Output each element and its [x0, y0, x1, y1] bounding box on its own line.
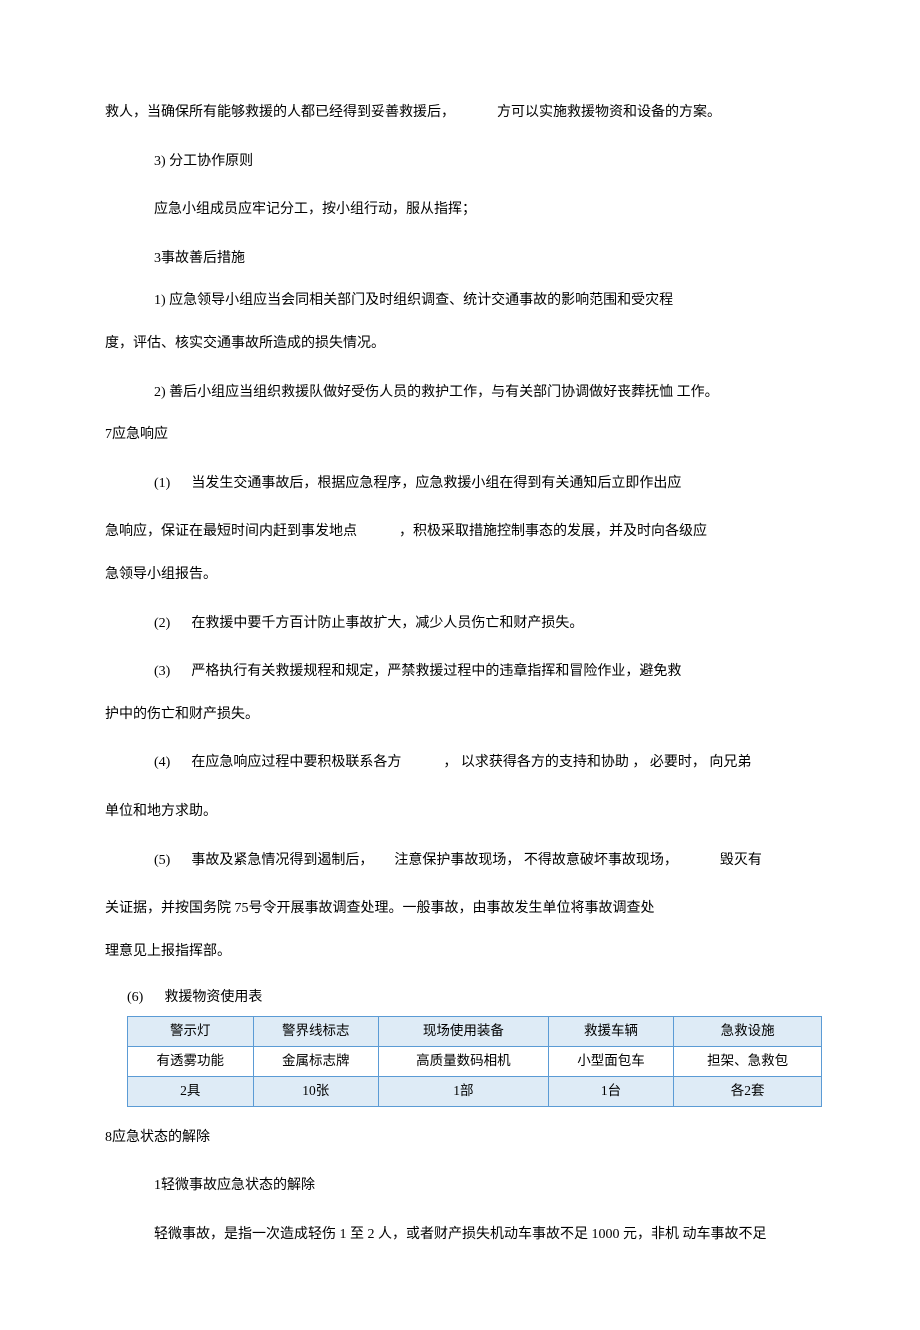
table-cell: 小型面包车 [548, 1046, 674, 1076]
paragraph: 度，评估、核实交通事故所造成的损失情况。 [105, 331, 815, 358]
text: (1) [154, 476, 170, 491]
list-item: (2) 在救援中要千方百计防止事故扩大，减少人员伤亡和财产损失。 [105, 611, 815, 638]
text: ， 以求获得各方的支持和协助 ， 必要时， 向兄弟 [443, 755, 751, 770]
list-item: 1) 应急领导小组应当会同相关部门及时组织调查、统计交通事故的影响范围和受灾程 [105, 288, 815, 315]
list-item: (1) 当发生交通事故后，根据应急程序，应急救援小组在得到有关通知后立即作出应 [105, 471, 815, 498]
list-item: (4) 在应急响应过程中要积极联系各方 ， 以求获得各方的支持和协助 ， 必要时， … [105, 750, 815, 777]
text: (5) [154, 853, 170, 868]
list-item: 2) 善后小组应当组织救援队做好受伤人员的救护工作，与有关部门协调做好丧葬抚恤 … [105, 380, 815, 407]
paragraph: 护中的伤亡和财产损失。 [105, 702, 815, 729]
heading: 8应急状态的解除 [105, 1125, 815, 1152]
text: (2) [154, 616, 170, 631]
paragraph: 救人，当确保所有能够救援的人都已经得到妥善救援后， 方可以实施救援物资和设备的方案… [105, 100, 815, 127]
text: 注意保护事故现场， 不得故意破坏事故现场， [394, 853, 678, 868]
paragraph: 急响应，保证在最短时间内赶到事发地点 ，积极采取措施控制事态的发展，并及时向各级应 [105, 519, 815, 546]
paragraph: 轻微事故，是指一次造成轻伤 1 至 2 人，或者财产损失机动车事故不足 1000… [105, 1222, 815, 1249]
text: 急响应，保证在最短时间内赶到事发地点 [105, 524, 357, 539]
list-item: (5) 事故及紧急情况得到遏制后， 注意保护事故现场， 不得故意破坏事故现场， 毁灭有 [105, 848, 815, 875]
table-cell: 救援车辆 [548, 1016, 674, 1046]
paragraph: 单位和地方求助。 [105, 799, 815, 826]
table-cell: 10张 [253, 1076, 379, 1106]
table-cell: 1部 [379, 1076, 549, 1106]
table-cell: 1台 [548, 1076, 674, 1106]
table-cell: 各2套 [674, 1076, 822, 1106]
paragraph: 关证据，并按国务院 75号令开展事故调查处理。一般事故，由事故发生单位将事故调查… [105, 896, 815, 923]
text: 事故及紧急情况得到遏制后， [191, 853, 373, 868]
table-cell: 金属标志牌 [253, 1046, 379, 1076]
paragraph: 理意见上报指挥部。 [105, 939, 815, 966]
text: 方可以实施救援物资和设备的方案。 [497, 105, 721, 120]
heading: 1轻微事故应急状态的解除 [105, 1173, 815, 1200]
table-cell: 警界线标志 [253, 1016, 379, 1046]
table-cell: 高质量数码相机 [379, 1046, 549, 1076]
text: ，积极采取措施控制事态的发展，并及时向各级应 [399, 524, 707, 539]
list-item: 3) 分工协作原则 [105, 149, 815, 176]
rescue-supplies-table: 警示灯 警界线标志 现场使用装备 救援车辆 急救设施 有透雾功能 金属标志牌 高… [127, 1016, 822, 1107]
table-row: 2具 10张 1部 1台 各2套 [128, 1076, 822, 1106]
text: 在应急响应过程中要积极联系各方 [191, 755, 401, 770]
table-cell: 警示灯 [128, 1016, 254, 1046]
text: 救援物资使用表 [164, 990, 262, 1005]
text: 救人，当确保所有能够救援的人都已经得到妥善救援后， [105, 105, 455, 120]
table-cell: 2具 [128, 1076, 254, 1106]
table-row: 有透雾功能 金属标志牌 高质量数码相机 小型面包车 担架、急救包 [128, 1046, 822, 1076]
paragraph: 应急小组成员应牢记分工，按小组行动，服从指挥； [105, 197, 815, 224]
text: 严格执行有关救援规程和规定，严禁救援过程中的违章指挥和冒险作业，避免救 [191, 664, 681, 679]
text: 在救援中要千方百计防止事故扩大，减少人员伤亡和财产损失。 [191, 616, 583, 631]
text: (4) [154, 755, 170, 770]
text: 毁灭有 [720, 853, 762, 868]
table-cell: 有透雾功能 [128, 1046, 254, 1076]
table-caption: (6) 救援物资使用表 [127, 985, 815, 1012]
heading: 3事故善后措施 [105, 246, 815, 273]
table-cell: 担架、急救包 [674, 1046, 822, 1076]
text: 当发生交通事故后，根据应急程序，应急救援小组在得到有关通知后立即作出应 [191, 476, 681, 491]
table-cell: 急救设施 [674, 1016, 822, 1046]
table-row: 警示灯 警界线标志 现场使用装备 救援车辆 急救设施 [128, 1016, 822, 1046]
paragraph: 急领导小组报告。 [105, 562, 815, 589]
text: (3) [154, 664, 170, 679]
heading: 7应急响应 [105, 422, 815, 449]
list-item: (3) 严格执行有关救援规程和规定，严禁救援过程中的违章指挥和冒险作业，避免救 [105, 659, 815, 686]
table-cell: 现场使用装备 [379, 1016, 549, 1046]
text: (6) [127, 990, 143, 1005]
